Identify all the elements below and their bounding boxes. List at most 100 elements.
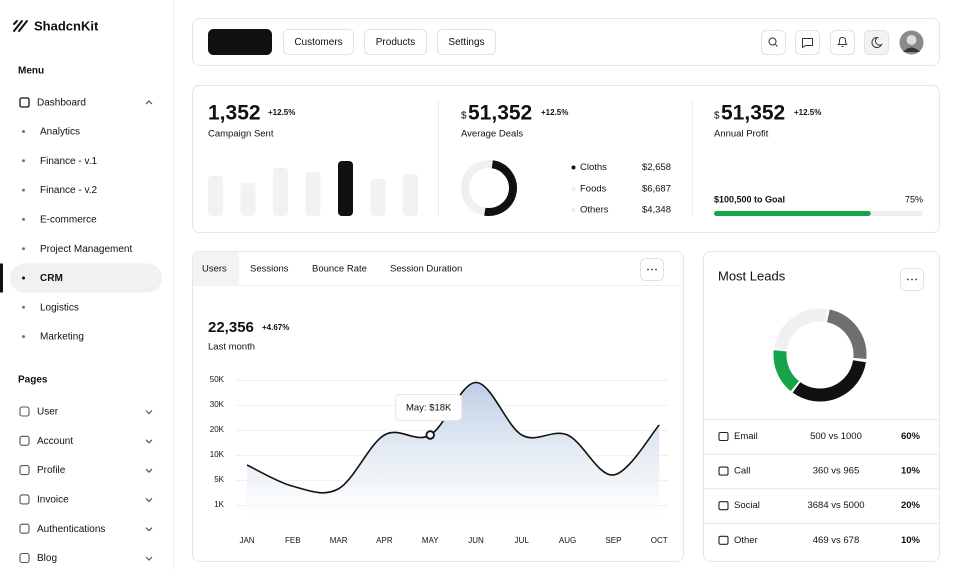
chat-icon [802,38,813,49]
active-tab-bg [193,252,239,285]
channel-ratio: 500 vs 1000 [810,431,862,442]
legend-value: $6,687 [642,183,671,194]
icon-button[interactable] [761,30,786,55]
chart-tab: Sessions [250,264,289,275]
x-tick-label: JUN [468,536,484,545]
stat-value: 1,352 [208,102,261,125]
avatar-face [906,35,917,45]
y-tick-label: 10K [210,450,225,459]
bullet [22,276,25,280]
chart-tab: Bounce Rate [312,264,367,275]
channel-icon [718,431,729,442]
channel-share: 20% [901,500,921,511]
nav-item: CRM [40,273,63,284]
area-fill [247,382,660,520]
channel-ratio: 3684 vs 5000 [807,500,864,511]
search-icon [768,37,777,46]
mini-bar [403,174,418,216]
chart-value: 22,356 [208,319,254,336]
y-tick-label: 5K [214,475,224,484]
page-icon [19,435,30,446]
tab-button[interactable] [283,29,354,55]
page-icon [19,465,30,476]
legend-value: $2,658 [642,162,671,173]
tab-button[interactable] [208,29,272,55]
tab-label: Products [376,37,415,48]
leads-donut-segment [792,359,866,402]
y-tick-label: 30K [210,400,225,409]
chevron-icon [145,468,153,473]
leads-donut-segment [774,308,828,351]
legend-dot [571,186,576,191]
legend-value: $4,348 [642,205,671,216]
more-dot [655,268,657,271]
page-icon [19,552,30,564]
stat-change: +12.5% [794,108,821,117]
mini-bar [240,183,256,216]
legend-name: Foods [580,183,607,194]
x-tick-label: APR [376,536,393,545]
avatar-body [903,47,920,52]
more-dot [647,268,649,271]
legend-dot [571,208,576,213]
currency: $ [461,111,467,122]
icon-button[interactable] [830,30,855,55]
more-dot [911,278,913,281]
bell-icon [837,36,848,47]
leads-donut-segment [826,309,867,360]
bullet [22,188,25,192]
goal-label: $100,500 to Goal [714,194,785,204]
leads-card [703,251,940,562]
mini-bar [305,172,321,216]
chevron-icon [145,527,153,532]
nav-item: Analytics [40,127,80,138]
search-icon [775,44,778,47]
more-dot [915,278,917,281]
channel-icon [718,501,729,511]
chart-tab: Session Duration [390,264,462,275]
x-tick-label: JUL [515,536,530,545]
x-tick-label: OCT [651,536,668,545]
channel-icon [718,466,729,476]
x-tick-label: MAR [330,536,348,545]
highlight-point [425,430,435,440]
nav-item: Account [37,436,73,447]
chevron-icon [145,410,153,415]
channel-name: Other [734,535,758,546]
legend-name: Others [580,205,609,216]
bullet [22,247,25,251]
chevron-icon [145,497,153,503]
bullet [22,335,25,339]
page-icon [19,406,30,417]
tooltip [395,394,463,421]
currency: $ [714,111,720,122]
active-indicator [0,263,3,293]
x-tick-label: AUG [559,536,576,545]
stat-change: +12.5% [541,108,568,117]
stat-label: Annual Profit [714,129,769,140]
nav-item: Marketing [40,332,84,343]
legend-name: Cloths [580,162,607,173]
nav-item: Invoice [37,495,69,506]
icon-button[interactable] [795,30,820,55]
bullet [22,305,25,309]
stat-value: 51,352 [721,102,785,125]
brand-logo [13,20,28,32]
y-tick-label: 1K [214,500,224,509]
channel-name: Social [734,500,760,511]
tab-label: Customers [294,37,342,48]
channel-share: 10% [901,535,921,546]
chart-tab: Users [202,264,227,275]
dashboard-icon [19,97,30,108]
tab-button[interactable] [437,29,496,55]
channel-name: Call [734,466,750,477]
brand: ShadcnKit [34,18,99,33]
tab-label: Settings [448,37,484,48]
icon-button[interactable] [864,30,889,55]
nav-item: Project Management [40,244,132,255]
tab-button[interactable] [364,29,427,55]
channel-ratio: 469 vs 678 [813,535,859,546]
tooltip-text: May: $18K [406,403,452,414]
